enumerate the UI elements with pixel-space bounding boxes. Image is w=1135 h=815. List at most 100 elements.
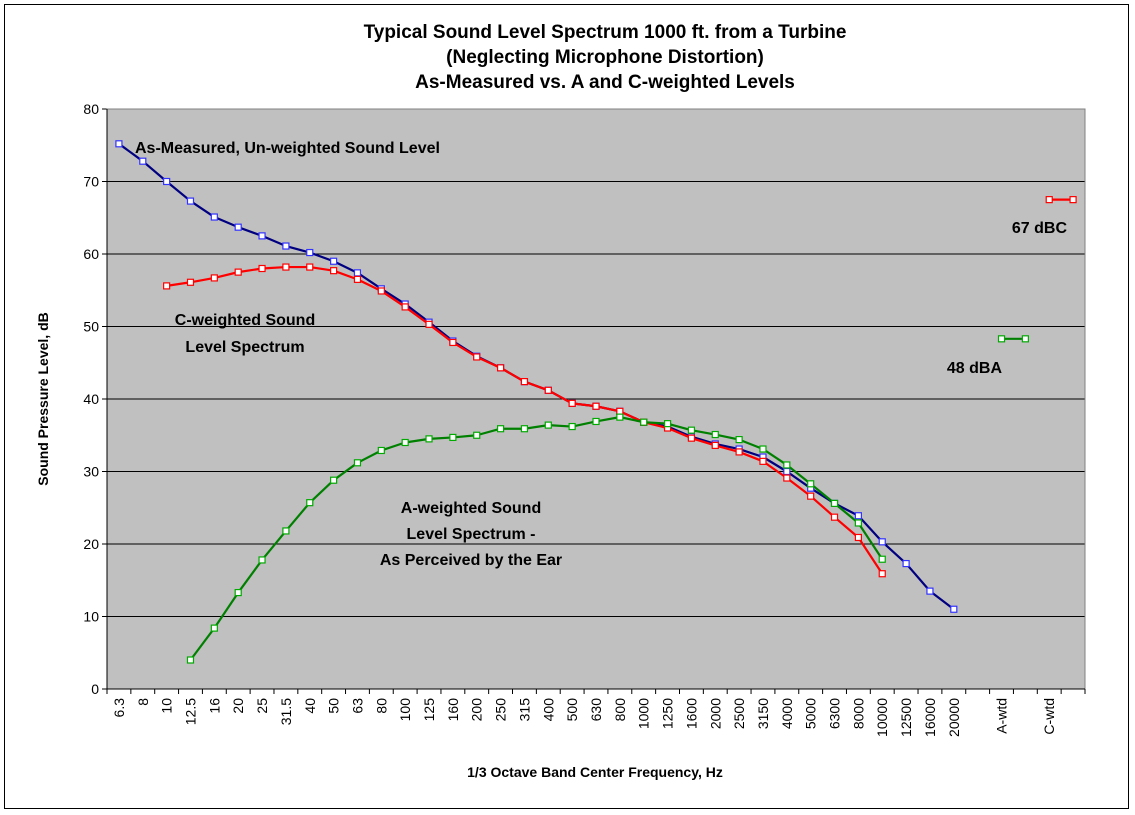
series-c_weighted-point-28	[783, 474, 791, 482]
x-tick-label-6300: 6300	[827, 698, 843, 729]
series-c_weighted-point-24	[687, 434, 696, 442]
series-c_weighted-point-32	[878, 570, 886, 578]
x-tick-label-8: 8	[135, 698, 151, 706]
series-c_weighted-point-17	[520, 378, 529, 386]
axes	[106, 108, 1086, 694]
series-a_weighted-point-21	[616, 413, 624, 421]
x-tick-label-125: 125	[421, 698, 437, 722]
series-c_weighted-point-15	[473, 353, 481, 361]
annotation-dba: 48 dBA	[947, 360, 1003, 377]
x-tick-label-16: 16	[206, 698, 222, 714]
series-unweighted-point-33	[902, 559, 910, 568]
x-tick-label-500: 500	[564, 698, 580, 722]
series-a_weighted-point-37	[997, 335, 1006, 343]
series-a_weighted-point-11	[377, 446, 385, 455]
series-a_weighted-point-22	[640, 418, 648, 426]
series-c_weighted-point-40	[1069, 196, 1077, 204]
x-tick-label-40: 40	[302, 698, 318, 714]
series-c_weighted-point-21	[616, 407, 624, 415]
annotation-unweighted: As-Measured, Un-weighted Sound Level	[135, 140, 440, 157]
x-tick-label-20: 20	[230, 698, 246, 714]
series-a_weighted-point-24	[687, 426, 696, 434]
series-a_weighted-point-10	[353, 459, 362, 467]
series-c_weighted-point-14	[449, 338, 457, 347]
series-unweighted-point-9	[330, 257, 338, 265]
annotation-dbc: 67 dBC	[1012, 220, 1068, 237]
y-tick-label-50: 50	[83, 319, 99, 335]
series-unweighted-point-5	[234, 223, 242, 231]
x-tick-label-12500: 12500	[898, 698, 914, 737]
series-a_weighted-point-29	[807, 480, 815, 488]
x-tick-label-5000: 5000	[803, 698, 819, 729]
series-group	[115, 140, 1077, 664]
series-a_weighted-point-5	[234, 588, 242, 597]
y-tick-labels: 0 10 20 30 40 50 60 70 80	[83, 101, 99, 697]
series-c_weighted-point-31	[854, 533, 862, 542]
annotation-c-weighted-line-1: C-weighted Sound	[175, 312, 315, 329]
series-a_weighted-point-31	[854, 519, 862, 527]
x-tick-label-10: 10	[159, 698, 175, 714]
annotation-c-weighted-line-2: Level Spectrum	[185, 339, 304, 356]
x-tick-label-1250: 1250	[660, 698, 676, 729]
series-a_weighted-point-15	[473, 431, 481, 439]
series-c_weighted-point-30	[830, 513, 839, 521]
x-tick-label-160: 160	[445, 698, 461, 722]
series-a_weighted-point-16	[496, 425, 505, 433]
series-c_weighted-point-11	[377, 287, 385, 295]
y-tick-label-70: 70	[83, 174, 99, 190]
series-a_weighted-point-25	[711, 430, 719, 439]
series-c_weighted-point-9	[330, 267, 338, 275]
series-c_weighted-point-6	[258, 264, 266, 273]
series-c_weighted-point-16	[496, 364, 505, 372]
series-c_weighted-point-8	[306, 263, 314, 271]
series-c_weighted-point-29	[807, 492, 815, 500]
series-a_weighted-point-8	[306, 499, 314, 507]
series-c_weighted-point-26	[735, 448, 743, 456]
x-tick-label-8000: 8000	[850, 698, 866, 729]
x-tick-label-2000: 2000	[707, 698, 723, 729]
series-c_weighted-point-2	[163, 282, 171, 290]
x-tick-label-200: 200	[469, 698, 485, 722]
series-a_weighted-point-3	[186, 656, 195, 664]
series-c_weighted-point-4	[210, 274, 218, 282]
series-a_weighted-point-7	[282, 527, 290, 535]
series-a_weighted	[186, 335, 1029, 664]
series-a_weighted-point-30	[830, 499, 839, 507]
series-c_weighted-point-19	[568, 399, 576, 407]
x-tick-label-10000: 10000	[874, 698, 890, 737]
series-a_weighted-point-6	[258, 556, 266, 564]
series-a_weighted-line-0	[189, 416, 884, 661]
chart-title-line-1: Typical Sound Level Spectrum 1000 ft. fr…	[364, 22, 847, 43]
series-c_weighted-point-20	[592, 402, 600, 410]
x-tick-label-250: 250	[493, 698, 509, 722]
x-tick-label-2500: 2500	[731, 698, 747, 729]
series-unweighted-point-34	[926, 587, 934, 595]
x-tick-label-12.5: 12.5	[182, 698, 198, 725]
chart-frame: 0 10 20 30 40 50 60 70 80 6.3 8 10 12.5 16 20 25 31.5 40…	[4, 4, 1129, 809]
x-tick-label-6.3: 6.3	[111, 698, 127, 718]
annotation-a-weighted-line-3: As Perceived by the Ear	[380, 552, 562, 569]
x-tick-labels: 6.3 8 10 12.5 16 20 25 31.5 40 50 63 80 100 125 160 200…	[111, 698, 1057, 737]
chart-title-line-3: As-Measured vs. A and C-weighted Levels	[415, 72, 795, 93]
series-unweighted-point-32	[878, 538, 886, 546]
x-tick-label-3150: 3150	[755, 698, 771, 729]
series-c_weighted-point-7	[282, 263, 290, 271]
series-unweighted-point-1	[139, 157, 147, 165]
x-tick-label-100: 100	[397, 698, 413, 722]
y-axis-label: Sound Pressure Level, dB	[35, 312, 51, 486]
series-c_weighted-point-5	[234, 268, 242, 276]
sound-level-chart: 0 10 20 30 40 50 60 70 80 6.3 8 10 12.5 16 20 25 31.5 40…	[35, 22, 1086, 780]
y-tick-label-30: 30	[83, 464, 99, 480]
series-unweighted-point-28	[783, 467, 791, 476]
x-tick-label-50: 50	[326, 698, 342, 714]
x-axis-label: 1/3 Octave Band Center Frequency, Hz	[467, 764, 723, 780]
annotation-a-weighted-line-1: A-weighted Sound	[401, 500, 541, 517]
chart-title-line-2: (Neglecting Microphone Distortion)	[446, 47, 764, 68]
x-tick-label-630: 630	[588, 698, 604, 722]
series-a_weighted-point-38	[1021, 335, 1029, 343]
series-a_weighted-point-17	[520, 425, 529, 433]
series-a_weighted-point-12	[401, 438, 409, 447]
series-unweighted-point-0	[115, 140, 123, 148]
series-unweighted-point-6	[258, 232, 266, 240]
series-a_weighted-point-28	[783, 461, 791, 469]
